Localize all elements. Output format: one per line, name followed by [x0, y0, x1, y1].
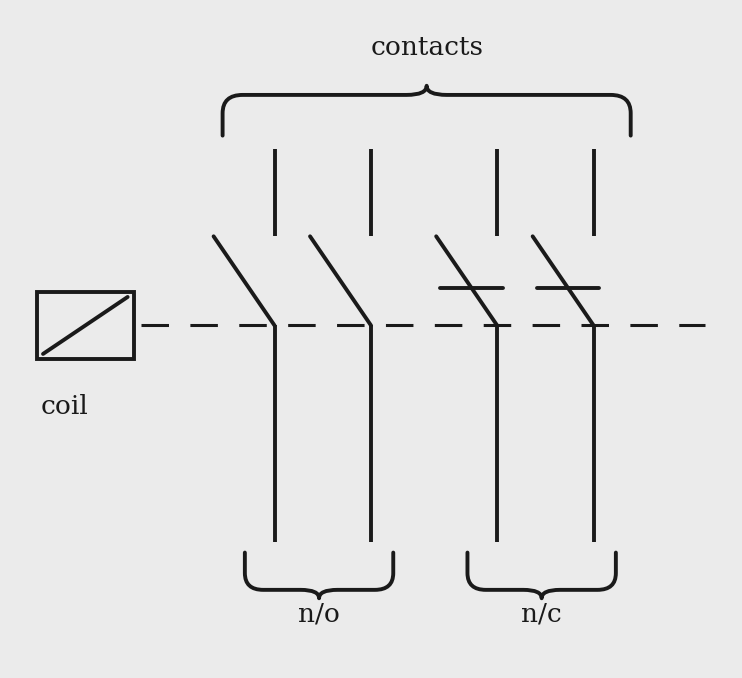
Text: contacts: contacts: [370, 35, 483, 60]
Text: n/c: n/c: [522, 601, 562, 626]
Text: n/o: n/o: [298, 601, 340, 626]
Text: coil: coil: [41, 395, 88, 419]
Bar: [37, 292, 134, 359]
